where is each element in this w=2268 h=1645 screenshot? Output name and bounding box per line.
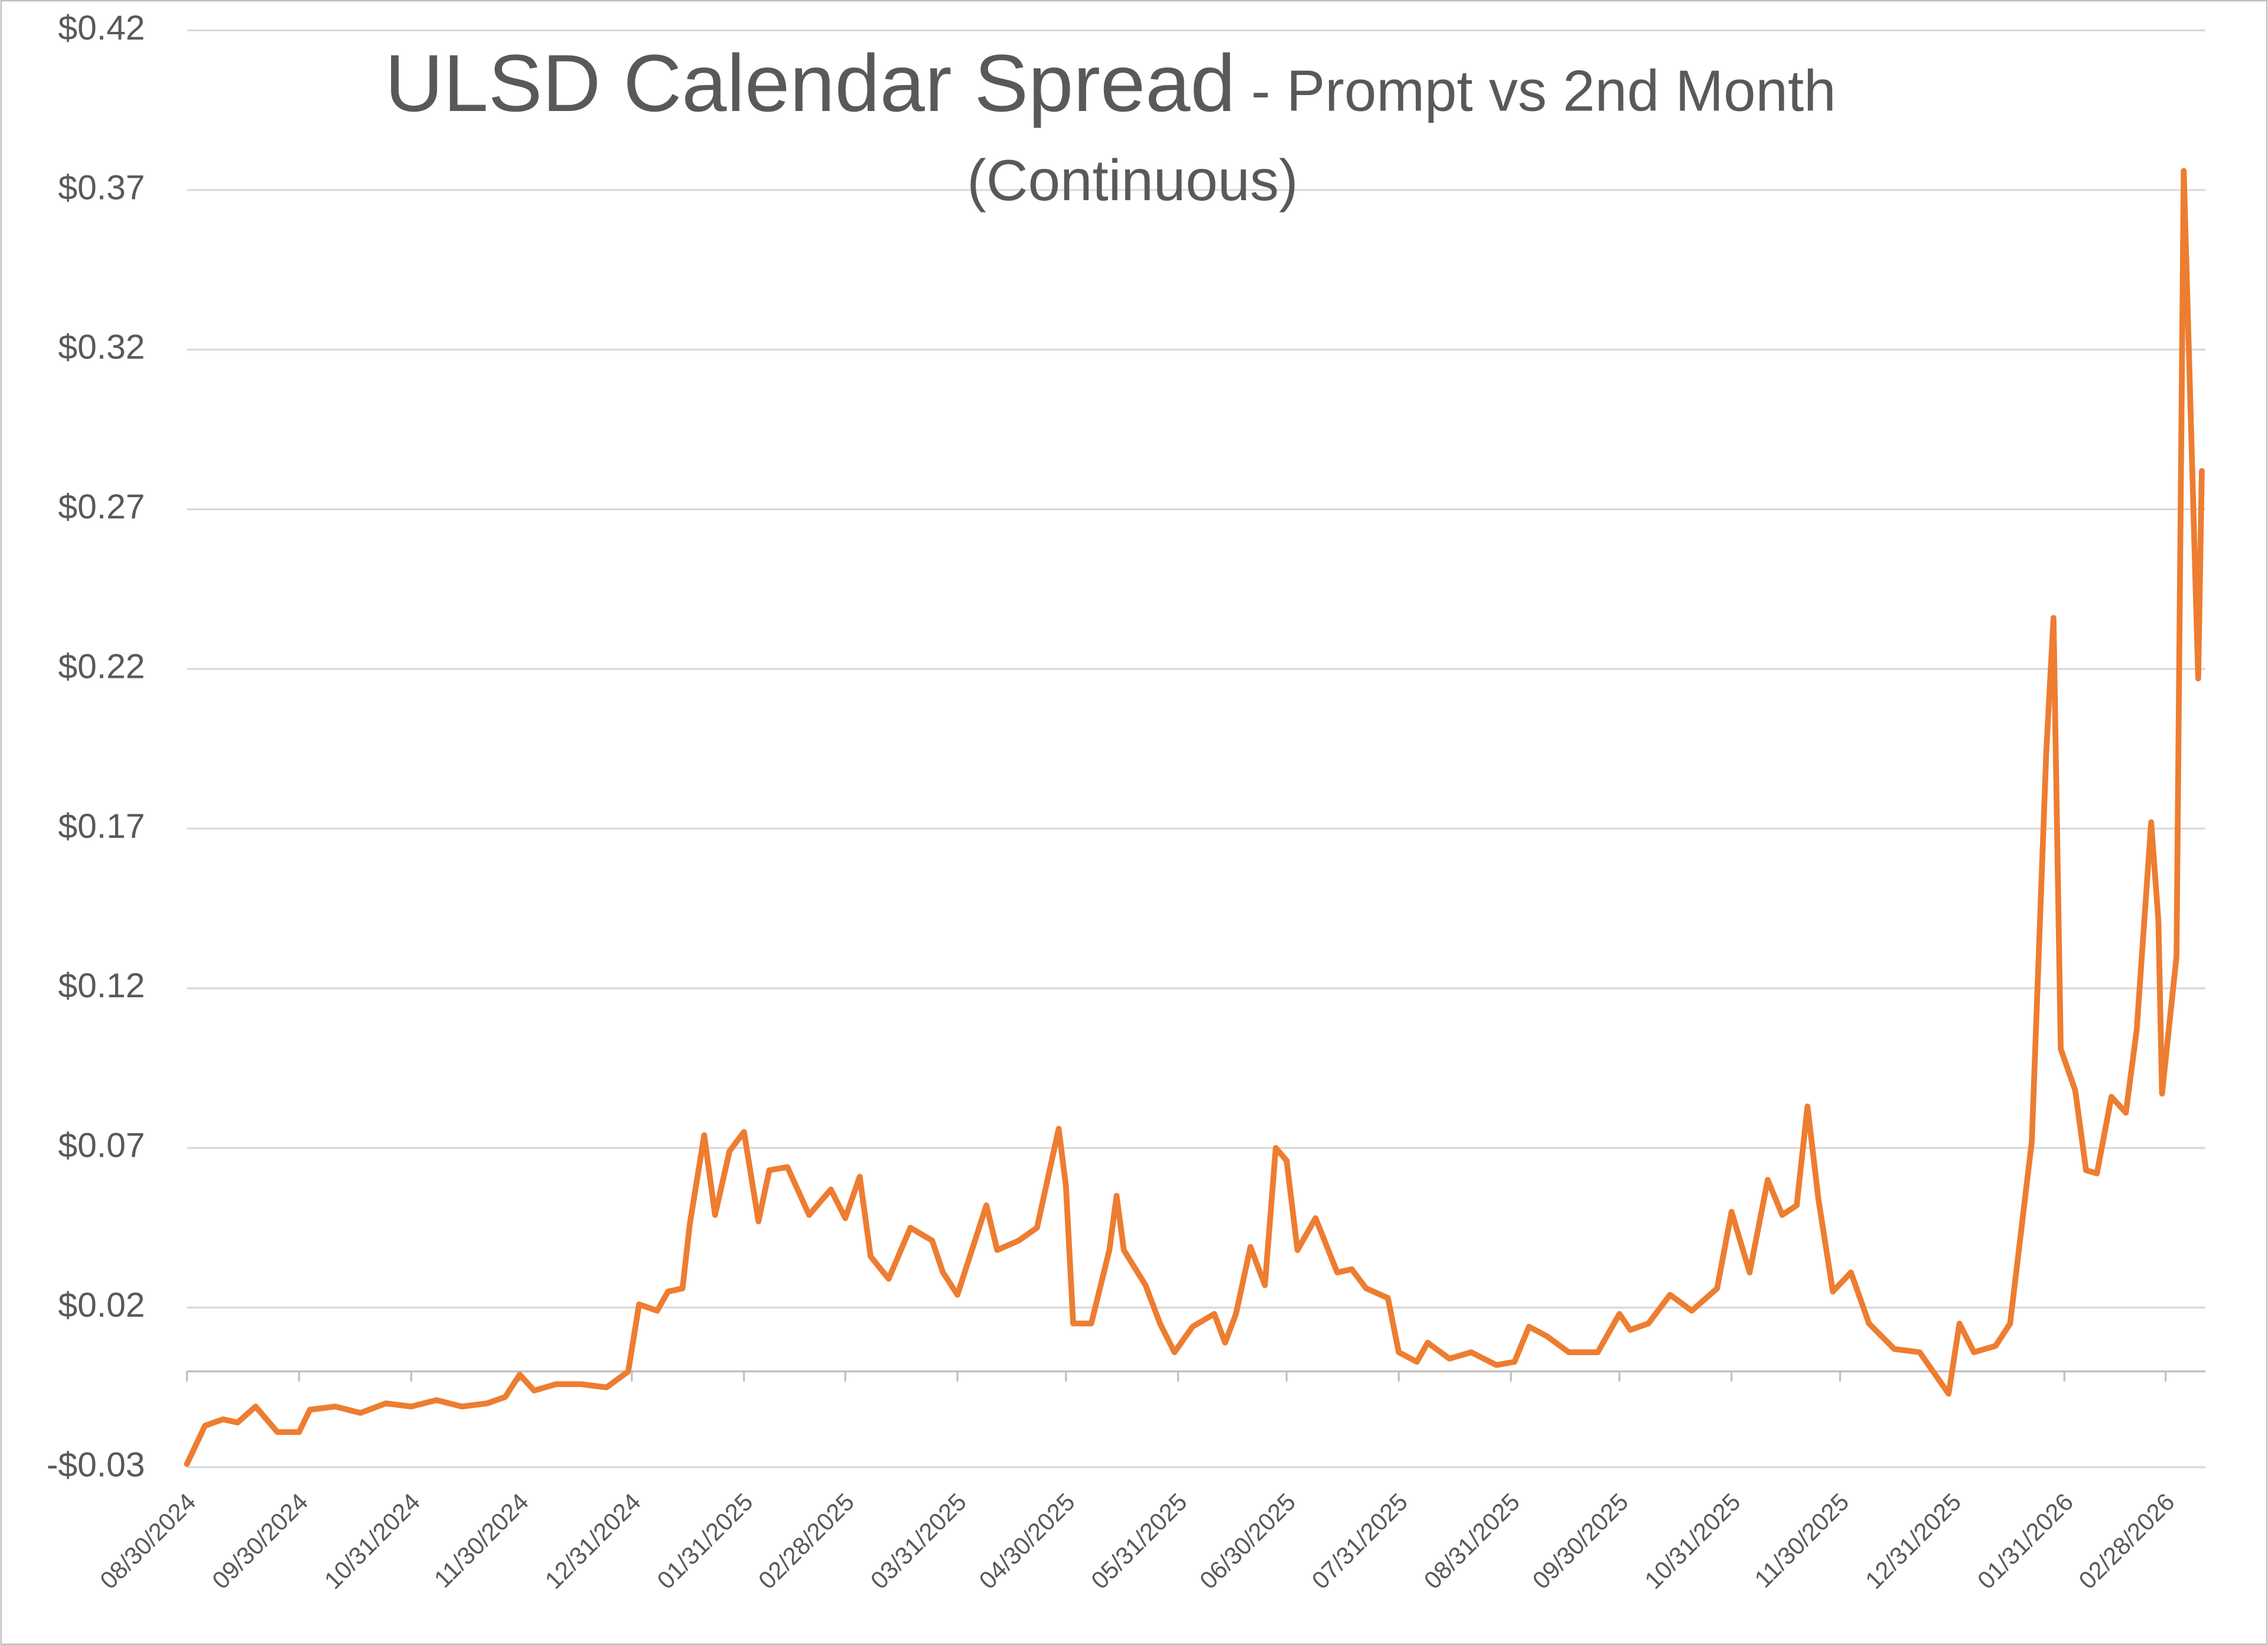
y-tick-label: $0.17 xyxy=(58,807,145,846)
y-tick-label: $0.42 xyxy=(58,9,145,47)
chart-subtitle: (Continuous) xyxy=(967,148,1298,213)
y-tick-label: -$0.03 xyxy=(47,1445,145,1484)
grid xyxy=(187,29,2206,1468)
y-tick-label: $0.07 xyxy=(58,1127,145,1165)
y-tick-label: $0.32 xyxy=(58,328,145,367)
y-tick-label: $0.22 xyxy=(58,647,145,686)
data-line xyxy=(184,168,2205,1467)
y-tick-label: $0.27 xyxy=(58,488,145,526)
chart-title: ULSD Calendar Spread xyxy=(385,38,1236,129)
y-tick-label: $0.12 xyxy=(58,967,145,1005)
chart-subtitle: - Prompt vs 2nd Month xyxy=(1251,58,1836,123)
y-tick-label: $0.02 xyxy=(58,1286,145,1324)
y-tick-label: $0.37 xyxy=(58,168,145,207)
